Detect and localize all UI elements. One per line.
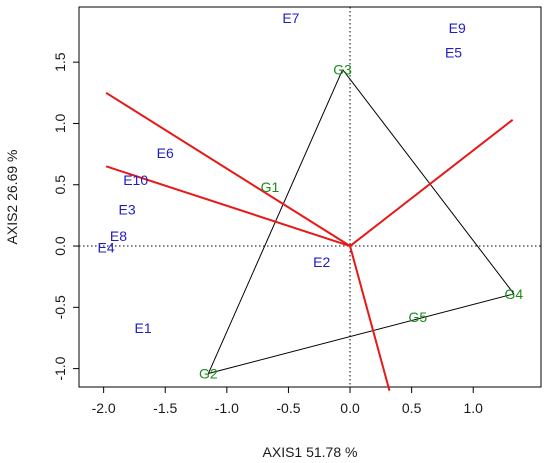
environment-label: E7 [282, 10, 299, 26]
sector-ray [349, 245, 391, 391]
sector-ray [105, 91, 351, 247]
x-tick-label: 0.5 [402, 400, 422, 416]
polygon-lines [207, 69, 515, 374]
environment-label: E9 [449, 20, 466, 36]
environment-label: E3 [118, 201, 135, 217]
x-tick-label: 0.0 [340, 400, 360, 416]
x-tick-label: 1.0 [464, 400, 484, 416]
x-axis-ticks: -2.0 -1.5 -1.0 -0.5 0.0 0.5 1.0 [92, 387, 484, 416]
polygon-edge [342, 69, 515, 295]
sector-rays [105, 91, 514, 391]
y-tick-label: 0.5 [52, 175, 68, 195]
y-tick-label: 1.0 [52, 114, 68, 134]
y-tick-label: 1.5 [52, 52, 68, 72]
sector-ray [105, 165, 351, 247]
y-axis-label: AXIS2 26.69 % [4, 150, 20, 245]
y-tick-label: -0.5 [52, 295, 68, 319]
x-tick-label: -1.5 [153, 400, 177, 416]
x-tick-label: -1.0 [215, 400, 239, 416]
genotype-label: G4 [505, 286, 524, 302]
y-tick-label: -1.0 [52, 356, 68, 380]
environment-label: E6 [157, 145, 174, 161]
x-tick-label: -0.5 [276, 400, 300, 416]
genotype-label: G3 [333, 62, 352, 78]
sector-ray [349, 118, 514, 247]
environment-label: E4 [98, 239, 115, 255]
genotype-label: G1 [261, 179, 280, 195]
plot-frame [78, 6, 542, 388]
environment-label: E5 [445, 44, 462, 60]
y-axis-ticks: -1.0 -0.5 0.0 0.5 1.0 1.5 [52, 52, 79, 381]
genotype-label: G5 [408, 309, 427, 325]
environment-label: E2 [313, 254, 330, 270]
environment-label: E1 [135, 320, 152, 336]
environment-label: E10 [123, 172, 148, 188]
y-tick-label: 0.0 [52, 236, 68, 256]
x-tick-label: -2.0 [92, 400, 116, 416]
reference-lines [79, 7, 541, 387]
polygon-edge [208, 293, 515, 374]
x-axis-label: AXIS1 51.78 % [263, 444, 358, 460]
environment-label: E8 [110, 228, 127, 244]
genotype-labels: G1 G2 G3 G4 G5 [199, 62, 523, 382]
environment-labels: E1 E2 E3 E4 E5 E6 E7 E8 E9 E10 [98, 10, 466, 336]
genotype-label: G2 [199, 366, 218, 382]
